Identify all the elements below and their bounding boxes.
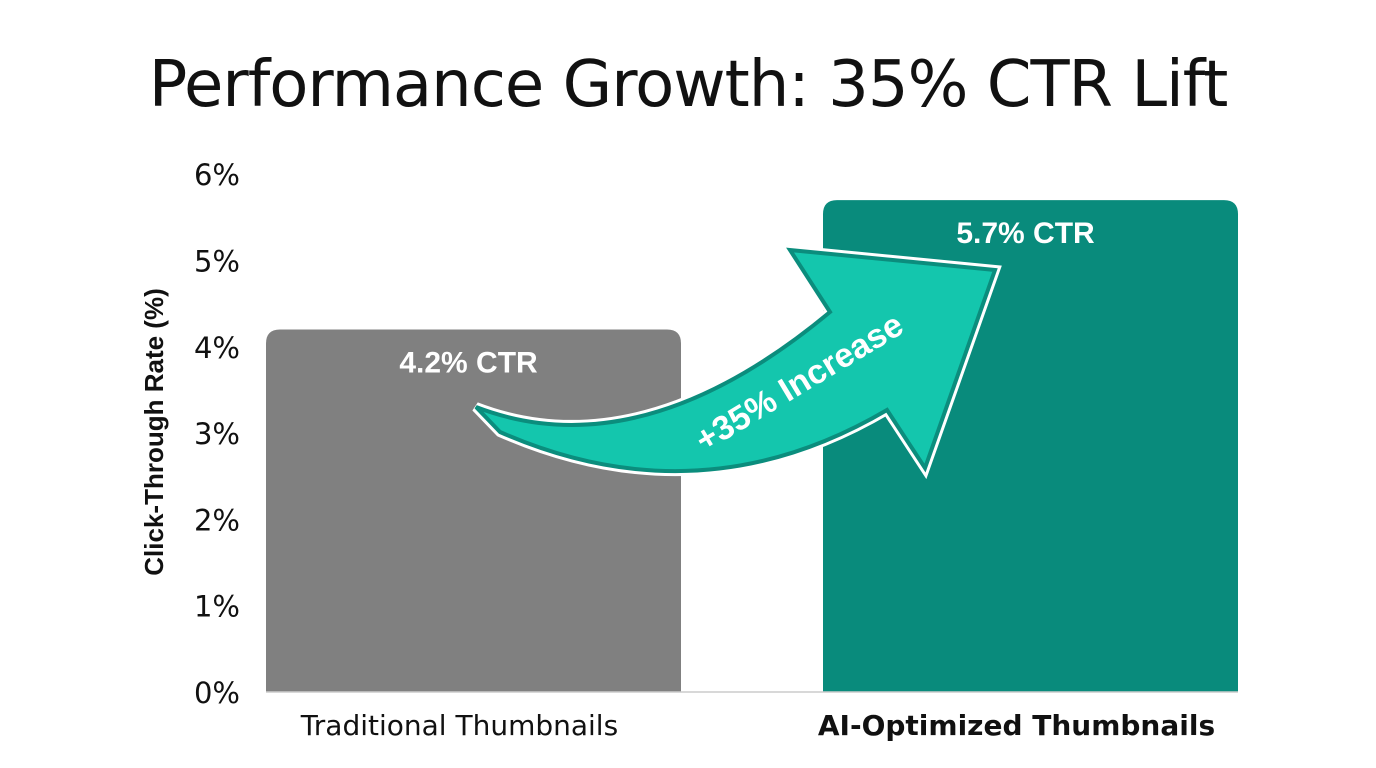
y-axis-label: Click-Through Rate (%) bbox=[139, 288, 169, 575]
chart-title: Performance Growth: 35% CTR Lift bbox=[148, 48, 1229, 122]
y-tick-label: 3% bbox=[194, 417, 240, 451]
x-category-label: Traditional Thumbnails bbox=[300, 709, 618, 742]
y-tick-label: 6% bbox=[194, 158, 240, 192]
y-tick-label: 0% bbox=[194, 676, 240, 710]
y-tick-label: 4% bbox=[194, 331, 240, 365]
y-tick-label: 1% bbox=[194, 590, 240, 624]
data-label: 5.7% CTR bbox=[956, 217, 1095, 250]
bar-traditional bbox=[266, 329, 681, 692]
x-category-label: AI-Optimized Thumbnails bbox=[818, 709, 1215, 742]
y-tick-label: 5% bbox=[194, 245, 240, 279]
data-label: 4.2% CTR bbox=[399, 347, 538, 380]
y-tick-label: 2% bbox=[194, 503, 240, 537]
